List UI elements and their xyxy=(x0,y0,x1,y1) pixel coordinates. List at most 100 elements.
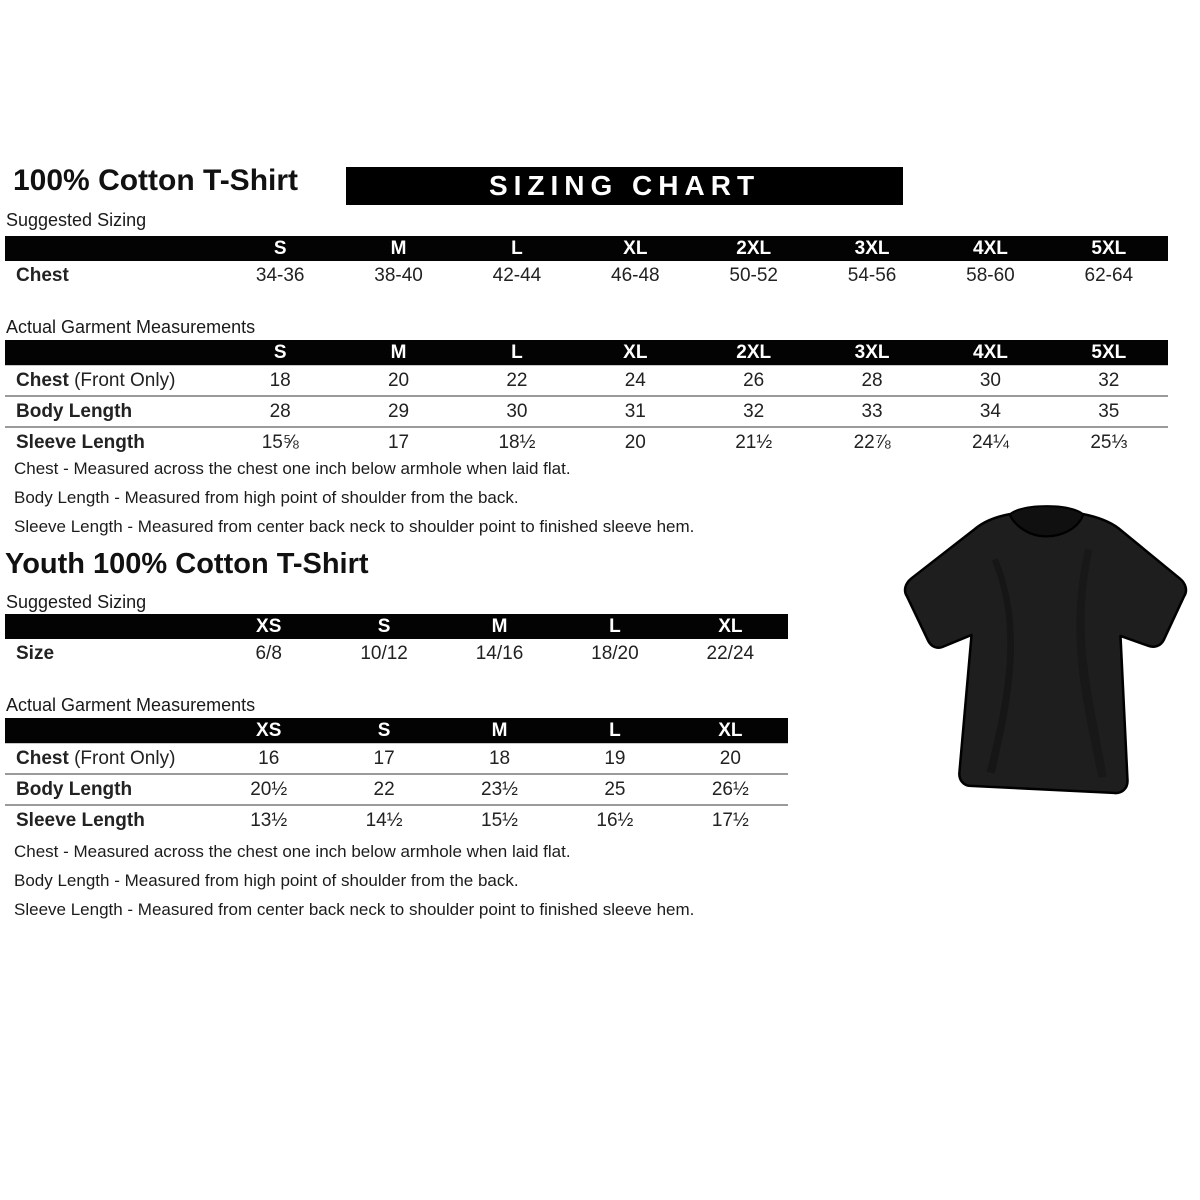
value-cell: 21½ xyxy=(735,431,773,453)
column-header: XL xyxy=(623,237,648,259)
value-cell: 20 xyxy=(624,431,646,453)
value-cell: 18 xyxy=(488,747,511,769)
column-header: XL xyxy=(718,615,743,637)
youth-measurements-label: Actual Garment Measurements xyxy=(6,695,256,715)
value-cell: 14½ xyxy=(365,809,403,831)
column-header: 3XL xyxy=(854,237,890,259)
value-cell: 54-56 xyxy=(847,264,897,286)
column-header: XL xyxy=(623,341,648,363)
column-header: 5XL xyxy=(1091,341,1127,363)
value-cell: 25 xyxy=(604,778,626,800)
row-label: Body Length xyxy=(16,400,133,422)
tshirt-collar xyxy=(1008,505,1085,538)
value-cell: 17½ xyxy=(711,809,749,831)
row-label: Chest (Front Only) xyxy=(16,369,176,391)
row-label: Chest (Front Only) xyxy=(16,747,176,769)
column-header: M xyxy=(491,615,508,637)
value-cell: 13½ xyxy=(250,809,288,831)
value-cell: 34-36 xyxy=(255,264,305,286)
row-label: Sleeve Length xyxy=(16,431,145,453)
adult-suggested-sizing-table: S M L XL 2XL 3XL 4XL 5XL Chest 34-36 38-40 42-44 46-… xyxy=(5,236,1168,290)
note-sleeve-length: Sleeve Length - Measured from center bac… xyxy=(14,517,695,536)
value-cell: 34 xyxy=(979,400,1001,422)
value-cell: 50-52 xyxy=(729,264,778,286)
value-cell: 26 xyxy=(743,369,765,391)
value-cell: 22 xyxy=(373,778,395,800)
column-header: S xyxy=(273,341,287,363)
column-header: 2XL xyxy=(736,341,772,363)
value-cell: 18 xyxy=(269,369,291,391)
column-header: L xyxy=(609,719,621,741)
row-label: Body Length xyxy=(16,778,133,800)
column-header: L xyxy=(511,341,523,363)
column-header: 2XL xyxy=(736,237,772,259)
value-cell: 17 xyxy=(373,747,395,769)
value-cell: 42-44 xyxy=(492,264,542,286)
table-row: Body Length 28 29 30 31 32 33 34 35 xyxy=(5,395,1168,426)
value-cell: 10/12 xyxy=(360,642,408,664)
value-cell: 30 xyxy=(979,369,1001,391)
row-label: Chest xyxy=(16,264,69,286)
table-row: Body Length 20½ 22 23½ 25 26½ xyxy=(5,773,788,804)
value-cell: 26½ xyxy=(711,778,749,800)
value-cell: 28 xyxy=(269,400,291,422)
adult-measurements-table: S M L XL 2XL 3XL 4XL 5XL Chest (Front Only) 18 20 2… xyxy=(5,340,1168,457)
table-header-row: XS S M L XL xyxy=(5,718,788,744)
value-cell: 24¼ xyxy=(971,431,1009,453)
row-label: Size xyxy=(16,642,55,664)
value-cell: 22/24 xyxy=(706,642,755,664)
value-cell: 25⅓ xyxy=(1090,431,1128,453)
column-header: S xyxy=(273,237,287,259)
table-header-row: S M L XL 2XL 3XL 4XL 5XL xyxy=(5,340,1168,366)
value-cell: 24 xyxy=(624,369,646,391)
youth-suggested-sizing-table: XS S M L XL Size 6/8 10/12 14/16 18/20 22/24 xyxy=(5,614,788,668)
value-cell: 58-60 xyxy=(966,264,1015,286)
value-cell: 17 xyxy=(387,431,410,453)
value-cell: 6/8 xyxy=(255,642,282,664)
table-row: Chest (Front Only) 16 17 18 19 20 xyxy=(5,744,788,773)
sizing-chart-banner: SIZING CHART xyxy=(346,167,903,205)
table-row: Chest (Front Only) 18 20 22 24 26 28 30 32 xyxy=(5,366,1168,395)
value-cell: 33 xyxy=(861,400,883,422)
value-cell: 32 xyxy=(1098,369,1120,391)
youth-measurements-table: XS S M L XL Chest (Front Only) 16 17 18 19 20 Body … xyxy=(5,718,788,835)
table-row: Sleeve Length 13½ 14½ 15½ 16½ 17½ xyxy=(5,804,788,835)
adult-measurements-label: Actual Garment Measurements xyxy=(6,317,256,337)
table-row: Sleeve Length 15⅝ 17 18½ 20 21½ 22⅞ 24¼ 25⅓ xyxy=(5,426,1168,457)
table-row: Size 6/8 10/12 14/16 18/20 22/24 xyxy=(5,639,788,668)
value-cell: 19 xyxy=(604,747,626,769)
value-cell: 15½ xyxy=(481,809,518,831)
note-chest: Chest - Measured across the chest one in… xyxy=(14,842,571,861)
row-label: Sleeve Length xyxy=(16,809,145,831)
column-header: 5XL xyxy=(1091,237,1127,259)
value-cell: 20½ xyxy=(250,778,288,800)
column-header: 4XL xyxy=(973,237,1008,259)
adult-measurement-notes: Chest - Measured across the chest one in… xyxy=(14,460,814,547)
value-cell: 18½ xyxy=(498,431,536,453)
value-cell: 20 xyxy=(719,747,741,769)
value-cell: 22 xyxy=(506,369,528,391)
value-cell: 38-40 xyxy=(374,264,423,286)
value-cell: 23½ xyxy=(481,778,518,800)
value-cell: 29 xyxy=(387,400,410,422)
value-cell: 35 xyxy=(1098,400,1120,422)
note-body-length: Body Length - Measured from high point o… xyxy=(14,871,519,890)
note-sleeve-length: Sleeve Length - Measured from center bac… xyxy=(14,900,695,919)
value-cell: 15⅝ xyxy=(261,431,299,453)
column-header: M xyxy=(390,341,407,363)
tshirt-fold-shadow xyxy=(1076,548,1107,778)
table-row: Chest 34-36 38-40 42-44 46-48 50-52 54-56 58-60… xyxy=(5,261,1168,290)
value-cell: 18/20 xyxy=(591,642,639,664)
note-chest: Chest - Measured across the chest one in… xyxy=(14,459,571,478)
adult-suggested-sizing-label: Suggested Sizing xyxy=(6,210,147,230)
page-title: 100% Cotton T-Shirt xyxy=(13,164,299,197)
note-body-length: Body Length - Measured from high point o… xyxy=(14,488,519,507)
value-cell: 32 xyxy=(743,400,765,422)
column-header: 3XL xyxy=(854,341,890,363)
value-cell: 20 xyxy=(387,369,410,391)
table-header-row: XS S M L XL xyxy=(5,614,788,639)
column-header: XS xyxy=(256,615,282,637)
table-header-row: S M L XL 2XL 3XL 4XL 5XL xyxy=(5,236,1168,261)
tshirt-fold-shadow xyxy=(986,558,1015,774)
